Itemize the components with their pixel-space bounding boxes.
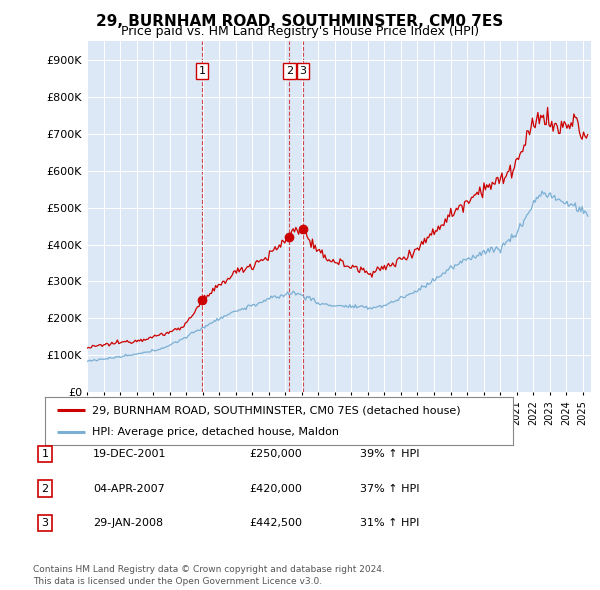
Text: 29, BURNHAM ROAD, SOUTHMINSTER, CM0 7ES (detached house): 29, BURNHAM ROAD, SOUTHMINSTER, CM0 7ES …: [92, 405, 460, 415]
Text: £420,000: £420,000: [249, 484, 302, 493]
Text: 19-DEC-2001: 19-DEC-2001: [93, 450, 167, 459]
Text: 1: 1: [199, 66, 206, 76]
Text: 39% ↑ HPI: 39% ↑ HPI: [360, 450, 419, 459]
Text: 37% ↑ HPI: 37% ↑ HPI: [360, 484, 419, 493]
Text: 2: 2: [41, 484, 49, 493]
Text: 2: 2: [286, 66, 293, 76]
Text: £250,000: £250,000: [249, 450, 302, 459]
Text: Price paid vs. HM Land Registry's House Price Index (HPI): Price paid vs. HM Land Registry's House …: [121, 25, 479, 38]
Text: 31% ↑ HPI: 31% ↑ HPI: [360, 518, 419, 527]
Text: 29, BURNHAM ROAD, SOUTHMINSTER, CM0 7ES: 29, BURNHAM ROAD, SOUTHMINSTER, CM0 7ES: [97, 14, 503, 28]
Text: Contains HM Land Registry data © Crown copyright and database right 2024.: Contains HM Land Registry data © Crown c…: [33, 565, 385, 574]
Text: £442,500: £442,500: [249, 518, 302, 527]
Text: 3: 3: [299, 66, 307, 76]
Text: 1: 1: [41, 450, 49, 459]
Text: 3: 3: [41, 518, 49, 527]
Text: HPI: Average price, detached house, Maldon: HPI: Average price, detached house, Mald…: [92, 427, 339, 437]
Text: This data is licensed under the Open Government Licence v3.0.: This data is licensed under the Open Gov…: [33, 577, 322, 586]
Text: 04-APR-2007: 04-APR-2007: [93, 484, 165, 493]
Text: 29-JAN-2008: 29-JAN-2008: [93, 518, 163, 527]
